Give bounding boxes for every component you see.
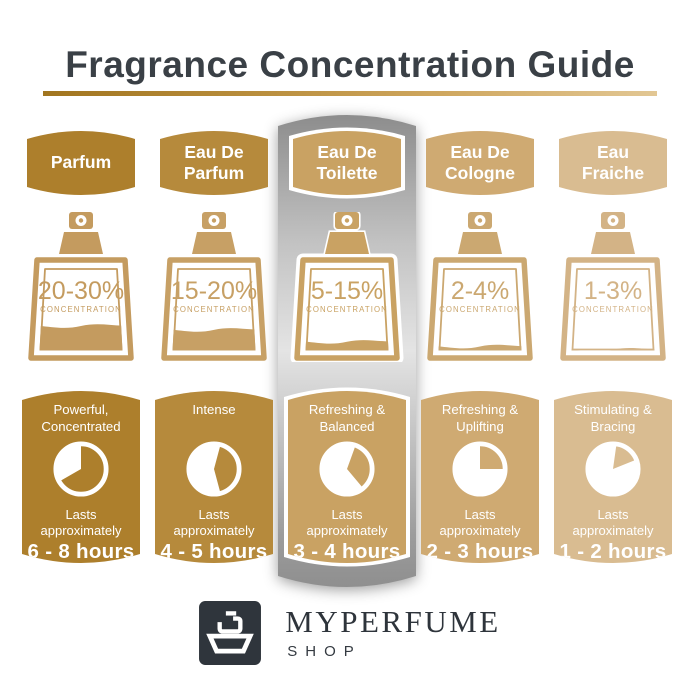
lasts-label: Lasts approximately bbox=[40, 507, 122, 538]
clock-pie-icon bbox=[318, 440, 376, 498]
perfume-bottle-icon: 5-15% CONCENTRATION bbox=[290, 212, 404, 362]
fragrance-column: Eau De Parfum 15-20% CONCENTRATION bbox=[152, 108, 276, 594]
scent-trait-label: Refreshing & Uplifting bbox=[441, 402, 519, 435]
fragrance-column: Parfum 20-30% CONCENTRATION bbox=[19, 108, 143, 594]
concentration-label: CONCENTRATION bbox=[439, 305, 521, 314]
column-header-label: Eau Fraiche bbox=[559, 129, 667, 197]
clock-wedge bbox=[480, 443, 506, 469]
sprayer-dot bbox=[344, 218, 350, 223]
duration-card: Intense Lasts approximately 4 - 5 hours bbox=[155, 388, 273, 566]
column-header: Eau De Parfum bbox=[160, 129, 268, 197]
lasts-label: Lasts approximately bbox=[306, 507, 388, 538]
sprayer-dot bbox=[610, 218, 616, 223]
duration-card: Refreshing & Balanced Lasts approximatel… bbox=[288, 388, 406, 566]
duration-card: Stimulating & Bracing Lasts approximatel… bbox=[554, 388, 672, 566]
duration-value: 3 - 4 hours bbox=[293, 539, 401, 563]
perfume-bottle-icon: 1-3% CONCENTRATION bbox=[560, 212, 666, 361]
brand-subtitle: SHOP bbox=[287, 643, 362, 660]
duration-value: 1 - 2 hours bbox=[559, 539, 667, 563]
liquid-fill bbox=[39, 324, 123, 351]
bottle-collar bbox=[458, 232, 502, 254]
column-header-label: Eau De Toilette bbox=[293, 129, 401, 197]
column-header: Parfum bbox=[27, 129, 135, 197]
myperfume-shop-logo-icon bbox=[199, 601, 262, 665]
card-body: Stimulating & Bracing Lasts approximatel… bbox=[554, 388, 672, 566]
title-underline-divider bbox=[43, 91, 657, 96]
scent-trait-label: Powerful, Concentrated bbox=[41, 402, 121, 435]
scent-trait-label: Intense bbox=[192, 402, 236, 417]
sprayer-dot bbox=[477, 218, 483, 223]
column-header-label: Eau De Cologne bbox=[426, 129, 534, 197]
fragrance-column: Eau De Cologne 2-4% CONCENTRATION bbox=[418, 108, 542, 594]
card-body: Refreshing & Balanced Lasts approximatel… bbox=[288, 388, 406, 566]
clock-pie-icon bbox=[52, 440, 110, 498]
column-header: Eau Fraiche bbox=[559, 129, 667, 197]
liquid-fill bbox=[172, 327, 256, 351]
brand-footer: MYPERFUME SHOP bbox=[0, 601, 700, 665]
column-header: Eau De Cologne bbox=[426, 129, 534, 197]
bottle-collar bbox=[591, 232, 635, 254]
duration-card: Powerful, Concentrated Lasts approximate… bbox=[22, 388, 140, 566]
concentration-label: CONCENTRATION bbox=[306, 305, 388, 314]
concentration-value: 15-20% bbox=[171, 277, 257, 305]
brand-name: MYPERFUME bbox=[285, 604, 501, 639]
concentration-value: 5-15% bbox=[311, 277, 383, 305]
concentration-value: 1-3% bbox=[584, 277, 642, 305]
duration-value: 6 - 8 hours bbox=[27, 539, 135, 563]
scent-trait-label: Stimulating & Bracing bbox=[574, 402, 652, 435]
perfume-bottle-icon: 2-4% CONCENTRATION bbox=[427, 212, 533, 361]
clock-wedge bbox=[59, 443, 107, 494]
bottle-body bbox=[427, 257, 533, 361]
sprayer-dot bbox=[211, 218, 217, 223]
bottle-collar bbox=[192, 232, 236, 254]
bottle-body bbox=[560, 257, 666, 361]
column-header-label: Eau De Parfum bbox=[160, 129, 268, 197]
concentration-label: CONCENTRATION bbox=[572, 305, 654, 314]
duration-card: Refreshing & Uplifting Lasts approximate… bbox=[421, 388, 539, 566]
concentration-label: CONCENTRATION bbox=[173, 305, 255, 314]
concentration-label: CONCENTRATION bbox=[40, 305, 122, 314]
fragrance-column: Eau Fraiche 1-3% CONCENTRATION bbox=[551, 108, 675, 594]
clock-pie-icon bbox=[584, 440, 642, 498]
clock-pie-icon bbox=[185, 440, 243, 498]
column-header-label: Parfum bbox=[27, 129, 135, 197]
scent-trait-label: Refreshing & Balanced bbox=[308, 402, 386, 435]
bottle-collar bbox=[59, 232, 103, 254]
brand-text-block: MYPERFUME SHOP bbox=[285, 606, 500, 660]
concentration-value: 20-30% bbox=[38, 277, 124, 305]
bottle-collar bbox=[322, 230, 372, 256]
page-title: Fragrance Concentration Guide bbox=[65, 44, 635, 85]
duration-value: 4 - 5 hours bbox=[160, 539, 268, 563]
clock-wedge bbox=[613, 444, 637, 469]
fragrance-column: Eau De Toilette 5-15% CONCENTRATION bbox=[285, 108, 409, 594]
lasts-label: Lasts approximately bbox=[572, 507, 654, 538]
lasts-label: Lasts approximately bbox=[173, 507, 255, 538]
bottle-body bbox=[294, 257, 400, 361]
column-header: Eau De Toilette bbox=[293, 129, 401, 197]
card-body: Refreshing & Uplifting Lasts approximate… bbox=[421, 388, 539, 566]
card-body: Powerful, Concentrated Lasts approximate… bbox=[22, 388, 140, 566]
lasts-label: Lasts approximately bbox=[439, 507, 521, 538]
clock-pie-icon bbox=[451, 440, 509, 498]
card-body: Intense Lasts approximately 4 - 5 hours bbox=[155, 388, 273, 566]
sprayer-dot bbox=[78, 218, 84, 223]
concentration-value: 2-4% bbox=[451, 277, 509, 305]
perfume-bottle-icon: 20-30% CONCENTRATION bbox=[28, 212, 134, 361]
duration-value: 2 - 3 hours bbox=[426, 539, 534, 563]
perfume-bottle-icon: 15-20% CONCENTRATION bbox=[161, 212, 267, 361]
